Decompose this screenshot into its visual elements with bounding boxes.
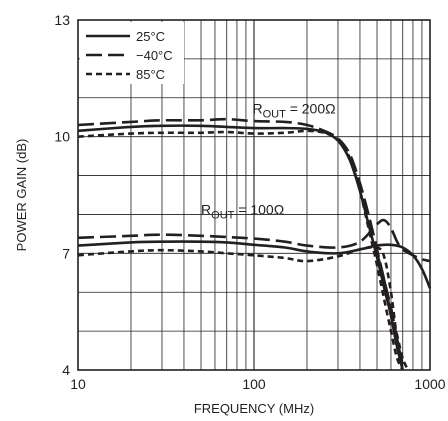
annotation-label-0: ROUT = 200Ω [252, 100, 335, 120]
series-line-6 [375, 252, 404, 371]
legend-label-1: −40°C [136, 48, 173, 63]
y-tick-label: 13 [54, 12, 70, 28]
x-axis-label: FREQUENCY (MHz) [194, 401, 314, 416]
series-line-2 [77, 129, 404, 371]
annotation-suffix: = 100Ω [234, 201, 284, 217]
annotation-prefix: R [201, 201, 211, 217]
legend-label-2: 85°C [136, 67, 165, 82]
annotation-suffix: = 200Ω [286, 100, 336, 116]
series-line-7 [383, 284, 410, 371]
y-tick-label: 10 [54, 129, 70, 145]
x-tick-label: 10 [70, 376, 86, 392]
annotation-label-1: ROUT = 100Ω [201, 201, 284, 221]
tick-labels: 10 100 1000 4 7 10 13 [54, 12, 445, 392]
legend: 25°C −40°C 85°C [86, 29, 173, 82]
series-line-3 [77, 240, 432, 289]
x-tick-label: 100 [242, 376, 266, 392]
annotation-subscript: OUT [211, 209, 235, 221]
x-tick-label: 1000 [414, 376, 445, 392]
series-line-5 [77, 245, 404, 371]
plot-frame [77, 19, 431, 371]
series-line-4 [77, 218, 431, 263]
y-tick-label: 4 [62, 362, 70, 378]
annotation-subscript: OUT [263, 108, 287, 120]
legend-label-0: 25°C [136, 29, 165, 44]
series-lines [77, 117, 432, 371]
y-tick-label: 7 [62, 245, 70, 261]
annotation-prefix: R [252, 100, 262, 116]
y-axis-label: POWER GAIN (dB) [14, 139, 29, 252]
